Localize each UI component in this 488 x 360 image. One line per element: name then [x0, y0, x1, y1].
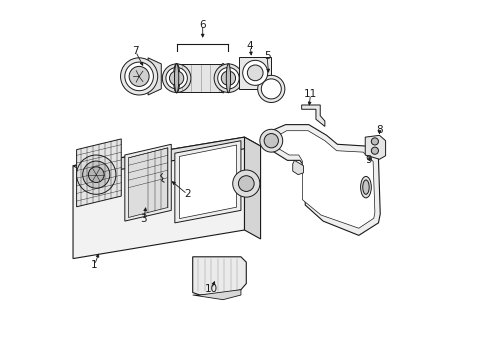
- Text: 9: 9: [365, 156, 371, 165]
- Polygon shape: [124, 144, 171, 221]
- Polygon shape: [73, 137, 260, 175]
- Ellipse shape: [173, 64, 180, 93]
- Polygon shape: [365, 135, 385, 159]
- Polygon shape: [244, 137, 260, 239]
- Text: 4: 4: [246, 41, 253, 51]
- Circle shape: [217, 67, 239, 89]
- Text: 10: 10: [204, 284, 218, 294]
- Polygon shape: [275, 131, 374, 228]
- Circle shape: [221, 71, 235, 85]
- Circle shape: [124, 62, 153, 91]
- Polygon shape: [292, 160, 303, 175]
- Circle shape: [370, 147, 378, 154]
- Text: 5: 5: [263, 51, 270, 61]
- Text: 7: 7: [132, 46, 139, 57]
- Polygon shape: [175, 141, 241, 223]
- Text: 8: 8: [375, 125, 382, 135]
- Circle shape: [242, 60, 267, 85]
- Circle shape: [82, 161, 110, 188]
- Polygon shape: [192, 257, 246, 295]
- Circle shape: [165, 67, 187, 89]
- Polygon shape: [148, 58, 161, 95]
- Text: 1: 1: [91, 260, 98, 270]
- Circle shape: [261, 79, 281, 99]
- Ellipse shape: [174, 64, 179, 93]
- Polygon shape: [73, 137, 244, 258]
- Polygon shape: [301, 105, 324, 126]
- Text: 2: 2: [183, 189, 190, 199]
- Circle shape: [257, 75, 285, 103]
- Ellipse shape: [362, 180, 368, 194]
- Polygon shape: [176, 64, 223, 93]
- Ellipse shape: [360, 176, 370, 198]
- Circle shape: [232, 170, 259, 197]
- Polygon shape: [269, 125, 380, 235]
- Polygon shape: [239, 57, 271, 89]
- Circle shape: [88, 167, 104, 183]
- Circle shape: [169, 71, 183, 85]
- Circle shape: [247, 65, 263, 81]
- Circle shape: [264, 82, 277, 95]
- Circle shape: [370, 138, 378, 145]
- Circle shape: [264, 134, 278, 148]
- Circle shape: [238, 176, 254, 192]
- Circle shape: [259, 129, 282, 152]
- Circle shape: [77, 155, 116, 194]
- Ellipse shape: [220, 64, 226, 93]
- Polygon shape: [192, 290, 241, 300]
- Polygon shape: [77, 139, 121, 207]
- Polygon shape: [179, 145, 236, 219]
- Circle shape: [121, 58, 157, 95]
- Polygon shape: [128, 148, 167, 217]
- Text: 6: 6: [199, 19, 205, 30]
- Text: 11: 11: [304, 89, 317, 99]
- Ellipse shape: [226, 64, 230, 93]
- Circle shape: [129, 66, 149, 86]
- Text: 3: 3: [140, 214, 147, 224]
- Circle shape: [214, 64, 242, 93]
- Circle shape: [162, 64, 190, 93]
